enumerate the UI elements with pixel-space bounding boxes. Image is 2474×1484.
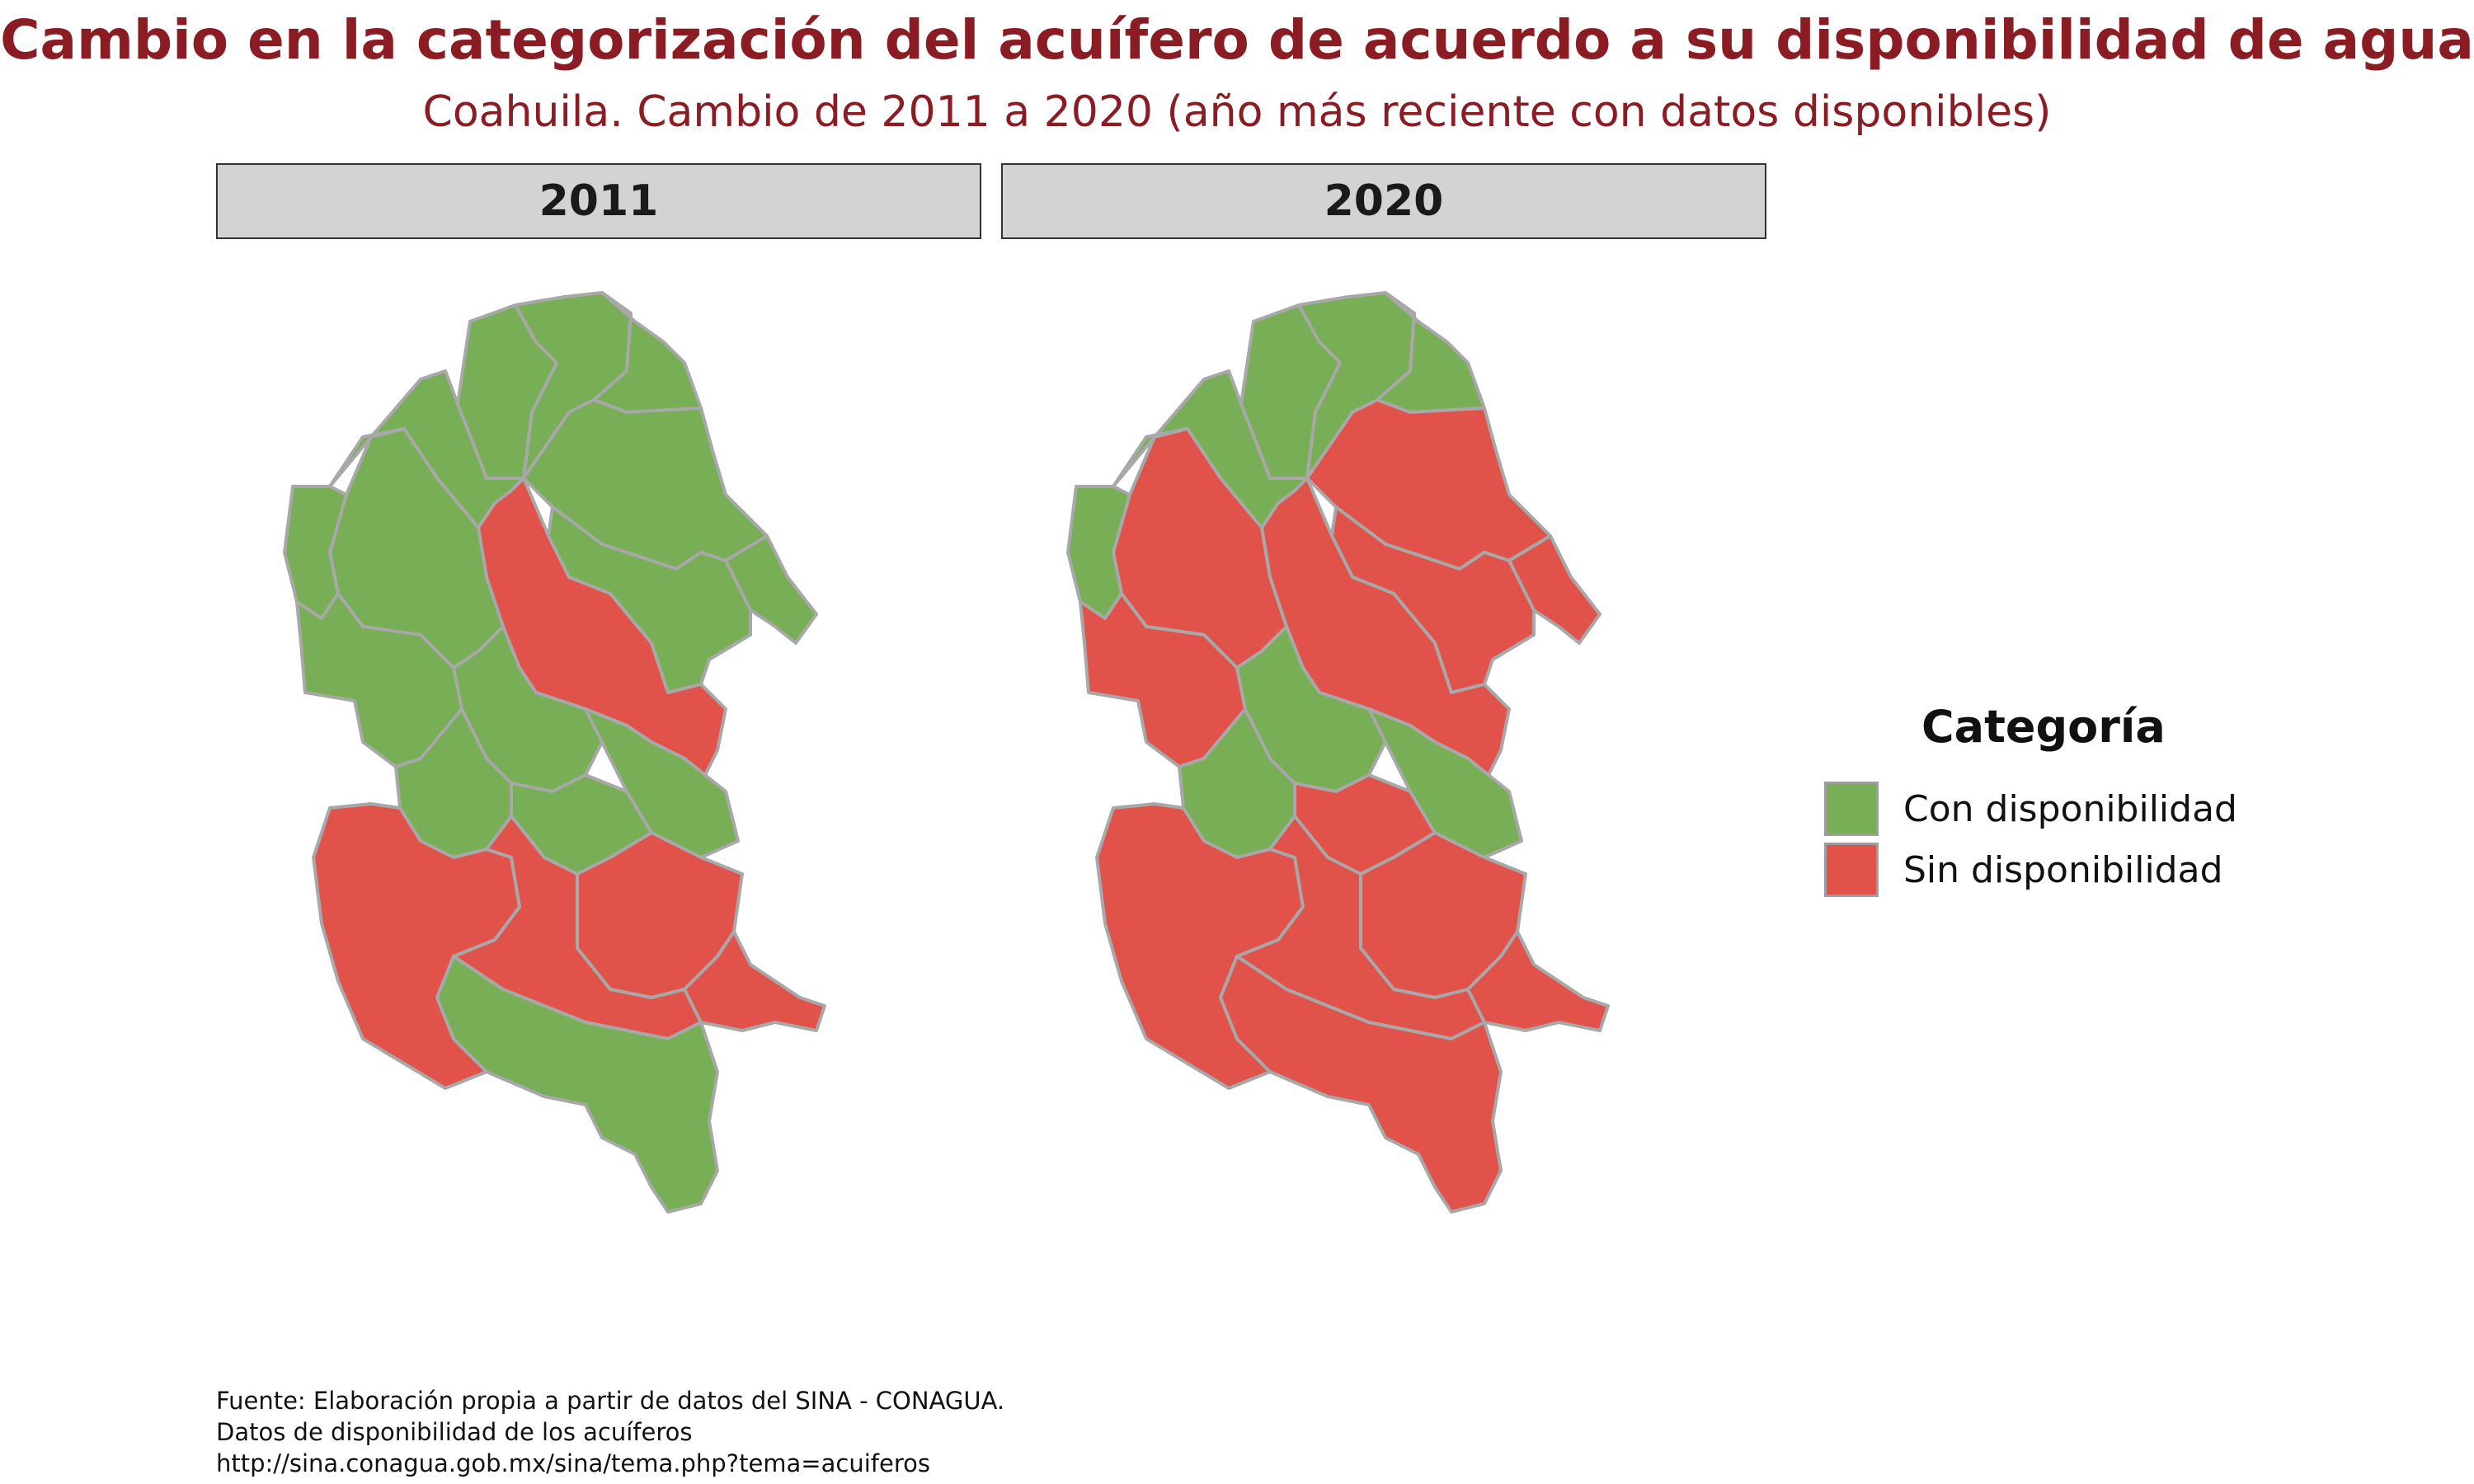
legend-item-con: Con disponibilidad <box>1824 782 2237 836</box>
panel-strip-2020: 2020 <box>1001 163 1766 239</box>
legend-key-con <box>1824 782 1879 836</box>
legend-key-sin <box>1824 843 1879 897</box>
panel-strip-2011: 2011 <box>216 163 981 239</box>
aquifer-region-este-extremo <box>1507 534 1602 645</box>
page-subtitle: Coahuila. Cambio de 2011 a 2020 (año más… <box>422 87 2052 137</box>
legend-label-sin: Sin disponibilidad <box>1903 848 2223 891</box>
footer-line: Datos de disponibilidad de los acuíferos <box>216 1418 693 1446</box>
footer-line: http://sina.conagua.gob.mx/sina/tema.php… <box>216 1449 930 1477</box>
source-footer: Fuente: Elaboración propia a partir de d… <box>216 1385 1004 1479</box>
map-panel-2020 <box>1066 291 1610 1214</box>
aquifer-region-sur-extremo <box>435 955 719 1214</box>
aquifer-region-sureste-extremo <box>1466 930 1610 1032</box>
page-title: Cambio en la categorización del acuífero… <box>0 8 2474 72</box>
aquifer-region-este-extremo <box>724 534 818 645</box>
aquifer-region-sureste-extremo <box>683 930 826 1032</box>
legend-title: Categoría <box>1921 701 2166 753</box>
aquifer-region-este-bajo <box>584 707 740 859</box>
footer-line: Fuente: Elaboración propia a partir de d… <box>216 1387 1005 1415</box>
legend-label-con: Con disponibilidad <box>1903 787 2237 830</box>
map-panel-2011 <box>283 291 826 1214</box>
aquifer-region-este-bajo <box>1367 707 1523 859</box>
aquifer-region-sur-extremo <box>1219 955 1503 1214</box>
legend-item-sin: Sin disponibilidad <box>1824 843 2223 897</box>
